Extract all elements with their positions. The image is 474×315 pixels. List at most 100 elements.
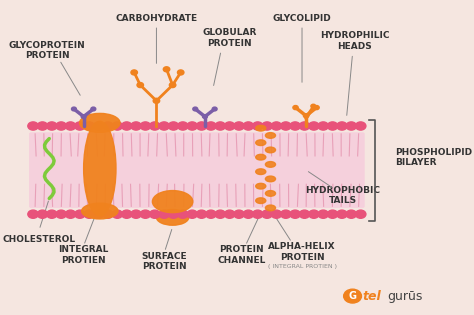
- Text: PHOSPHOLIPID
BILAYER: PHOSPHOLIPID BILAYER: [395, 148, 472, 167]
- Circle shape: [337, 210, 347, 218]
- Circle shape: [131, 210, 141, 218]
- Circle shape: [164, 67, 170, 72]
- Circle shape: [169, 83, 176, 88]
- Text: CARBOHYDRATE: CARBOHYDRATE: [115, 14, 198, 23]
- Circle shape: [243, 122, 254, 130]
- Circle shape: [131, 70, 137, 75]
- Circle shape: [74, 122, 85, 130]
- Text: GLOBULAR
PROTEIN: GLOBULAR PROTEIN: [202, 28, 256, 48]
- Circle shape: [149, 210, 160, 218]
- Circle shape: [93, 210, 104, 218]
- Circle shape: [177, 70, 184, 75]
- Circle shape: [253, 122, 263, 130]
- Ellipse shape: [265, 133, 275, 138]
- Circle shape: [81, 115, 86, 118]
- Circle shape: [356, 122, 366, 130]
- Circle shape: [103, 122, 113, 130]
- Circle shape: [346, 122, 356, 130]
- Circle shape: [93, 122, 104, 130]
- Ellipse shape: [83, 121, 116, 216]
- Circle shape: [262, 210, 273, 218]
- Circle shape: [28, 122, 38, 130]
- Circle shape: [314, 106, 319, 110]
- Circle shape: [37, 122, 48, 130]
- Circle shape: [337, 122, 347, 130]
- Circle shape: [328, 210, 338, 218]
- Circle shape: [243, 210, 254, 218]
- Circle shape: [84, 122, 94, 130]
- Ellipse shape: [255, 140, 266, 146]
- Circle shape: [202, 115, 208, 118]
- Circle shape: [65, 122, 76, 130]
- Circle shape: [281, 122, 291, 130]
- Ellipse shape: [156, 209, 189, 225]
- Circle shape: [311, 104, 316, 108]
- Circle shape: [309, 122, 319, 130]
- Circle shape: [65, 210, 76, 218]
- Text: tel: tel: [363, 289, 382, 303]
- Circle shape: [168, 122, 179, 130]
- Circle shape: [299, 122, 310, 130]
- Text: GLYCOLIPID: GLYCOLIPID: [273, 14, 331, 23]
- Circle shape: [299, 210, 310, 218]
- Circle shape: [328, 122, 338, 130]
- Circle shape: [303, 114, 309, 118]
- Circle shape: [309, 210, 319, 218]
- Circle shape: [215, 210, 226, 218]
- Text: G: G: [348, 291, 356, 301]
- Circle shape: [262, 122, 273, 130]
- Circle shape: [271, 210, 282, 218]
- Text: gurūs: gurūs: [387, 289, 422, 303]
- Ellipse shape: [255, 183, 266, 189]
- Circle shape: [224, 210, 235, 218]
- Circle shape: [187, 210, 198, 218]
- Ellipse shape: [255, 125, 266, 131]
- Circle shape: [253, 210, 263, 218]
- Circle shape: [74, 210, 85, 218]
- Text: PROTEIN
CHANNEL: PROTEIN CHANNEL: [217, 245, 265, 265]
- Circle shape: [149, 122, 160, 130]
- Ellipse shape: [265, 205, 275, 211]
- Circle shape: [37, 210, 48, 218]
- Circle shape: [140, 210, 151, 218]
- Text: ( INTEGRAL PROTIEN ): ( INTEGRAL PROTIEN ): [267, 264, 337, 269]
- Text: GLYCOPROTEIN
PROTEIN: GLYCOPROTEIN PROTEIN: [9, 41, 86, 60]
- Circle shape: [196, 122, 207, 130]
- Circle shape: [159, 210, 169, 218]
- Circle shape: [140, 122, 151, 130]
- Ellipse shape: [80, 113, 120, 132]
- Circle shape: [293, 106, 298, 110]
- Circle shape: [121, 210, 132, 218]
- Circle shape: [131, 122, 141, 130]
- Circle shape: [84, 210, 94, 218]
- Circle shape: [224, 122, 235, 130]
- Text: HYDROPHILIC
HEADS: HYDROPHILIC HEADS: [320, 31, 389, 51]
- Circle shape: [346, 210, 356, 218]
- Text: ALPHA-HELIX
PROTEIN: ALPHA-HELIX PROTEIN: [268, 242, 336, 262]
- Circle shape: [281, 210, 291, 218]
- Circle shape: [91, 107, 96, 111]
- Circle shape: [46, 122, 57, 130]
- Circle shape: [234, 210, 244, 218]
- Circle shape: [234, 122, 244, 130]
- Circle shape: [215, 122, 226, 130]
- Circle shape: [178, 210, 188, 218]
- Circle shape: [206, 122, 216, 130]
- Circle shape: [344, 289, 362, 303]
- Circle shape: [187, 122, 198, 130]
- Circle shape: [318, 122, 328, 130]
- Ellipse shape: [265, 191, 275, 196]
- Circle shape: [168, 210, 179, 218]
- Circle shape: [178, 122, 188, 130]
- Ellipse shape: [265, 176, 275, 182]
- Circle shape: [56, 210, 66, 218]
- Ellipse shape: [265, 147, 275, 153]
- Circle shape: [212, 107, 217, 111]
- Circle shape: [271, 122, 282, 130]
- Circle shape: [193, 107, 198, 111]
- Text: HYDROPHOBIC
TAILS: HYDROPHOBIC TAILS: [305, 186, 380, 205]
- Circle shape: [137, 83, 144, 88]
- Circle shape: [290, 210, 301, 218]
- Circle shape: [56, 122, 66, 130]
- Circle shape: [153, 98, 160, 103]
